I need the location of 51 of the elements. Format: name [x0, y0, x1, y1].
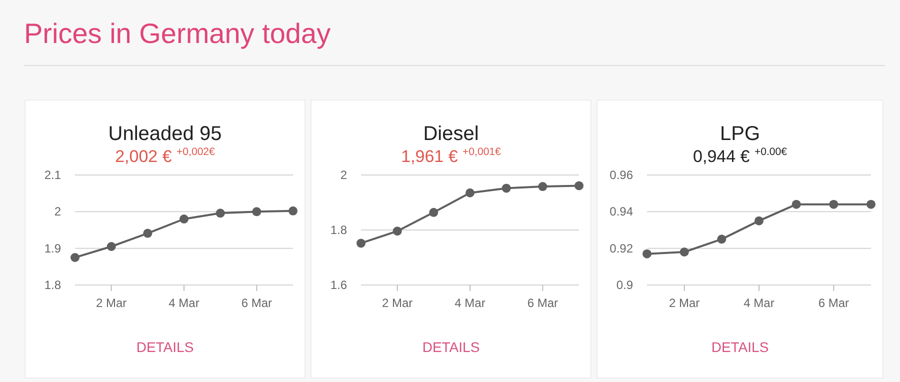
point — [70, 253, 80, 262]
point — [356, 238, 366, 248]
text: DETAILS — [136, 339, 194, 355]
point — [866, 200, 876, 209]
x-tick-label: 4 Mar — [168, 296, 200, 310]
point — [288, 206, 298, 216]
text: DETAILS — [711, 339, 769, 355]
y-tick-label: 0.92 — [610, 241, 634, 256]
y-tick-label: 2.1 — [44, 168, 62, 182]
point — [502, 184, 511, 193]
point — [574, 181, 584, 190]
text: DETAILS — [422, 339, 480, 355]
y-tick-label: 1.8 — [44, 278, 62, 292]
point — [429, 208, 438, 217]
y-tick-label: 1.8 — [330, 223, 348, 237]
text: Prices in Germany today — [24, 18, 331, 49]
point — [106, 242, 116, 251]
y-tick-label: 2 — [340, 168, 348, 182]
point — [717, 234, 726, 244]
point — [216, 208, 225, 218]
point — [392, 226, 402, 236]
chart-title: LPG — [720, 123, 760, 145]
y-tick-label: 0.94 — [610, 204, 634, 219]
y-tick-label: 0.96 — [610, 168, 634, 182]
x-tick-label: 4 Mar — [744, 296, 774, 310]
point — [642, 249, 652, 258]
point — [466, 188, 474, 198]
chart-title: Diesel — [423, 123, 479, 145]
point — [792, 200, 801, 209]
y-tick-label: 1.6 — [330, 278, 348, 292]
point — [538, 182, 548, 192]
x-tick-label: 2 Mar — [96, 296, 127, 310]
point — [180, 214, 188, 224]
chart-subtitle: 2,002 € $^{+0,002€}$ — [115, 146, 216, 166]
x-tick-label: 6 Mar — [241, 296, 272, 310]
x-tick-label: 2 Mar — [668, 296, 700, 310]
chart-subtitle: 0,944 € $^{+0.00€}$ — [693, 146, 788, 166]
y-tick-label: 2 — [54, 204, 62, 219]
x-tick-label: 4 Mar — [454, 296, 486, 310]
y-tick-label: 1.9 — [44, 241, 62, 256]
point — [829, 200, 838, 209]
x-tick-label: 6 Mar — [527, 296, 558, 310]
x-tick-label: 2 Mar — [382, 296, 413, 310]
chart-subtitle: 1,961 € $^{+0,001€}$ — [401, 146, 502, 166]
point — [754, 216, 764, 226]
point — [143, 228, 152, 238]
x-tick-label: 6 Mar — [818, 296, 850, 310]
chart-title: Unleaded 95 — [108, 123, 222, 145]
point — [252, 207, 262, 216]
y-tick-label: 0.9 — [616, 278, 634, 292]
point — [680, 248, 689, 256]
